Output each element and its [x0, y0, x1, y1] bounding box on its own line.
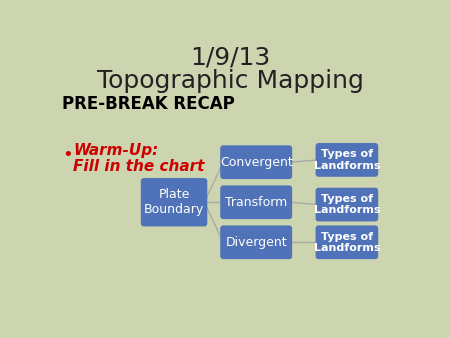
Text: Divergent: Divergent: [225, 236, 287, 249]
FancyBboxPatch shape: [221, 186, 292, 218]
Text: Topographic Mapping: Topographic Mapping: [97, 69, 364, 93]
FancyBboxPatch shape: [316, 188, 378, 221]
Text: Types of
Landforms: Types of Landforms: [314, 194, 380, 215]
Text: 1/9/13: 1/9/13: [190, 46, 271, 70]
Text: PRE-BREAK RECAP: PRE-BREAK RECAP: [63, 95, 235, 113]
Text: Transform: Transform: [225, 196, 288, 209]
FancyBboxPatch shape: [316, 226, 378, 259]
FancyBboxPatch shape: [316, 144, 378, 176]
Text: Types of
Landforms: Types of Landforms: [314, 149, 380, 171]
FancyBboxPatch shape: [141, 179, 207, 226]
Text: Fill in the chart: Fill in the chart: [73, 159, 205, 174]
Text: Types of
Landforms: Types of Landforms: [314, 232, 380, 253]
Text: Warm-Up:: Warm-Up:: [73, 143, 158, 158]
FancyBboxPatch shape: [221, 146, 292, 178]
Text: •: •: [63, 146, 73, 164]
FancyBboxPatch shape: [221, 226, 292, 259]
Text: Convergent: Convergent: [220, 156, 292, 169]
Text: Plate
Boundary: Plate Boundary: [144, 188, 204, 216]
